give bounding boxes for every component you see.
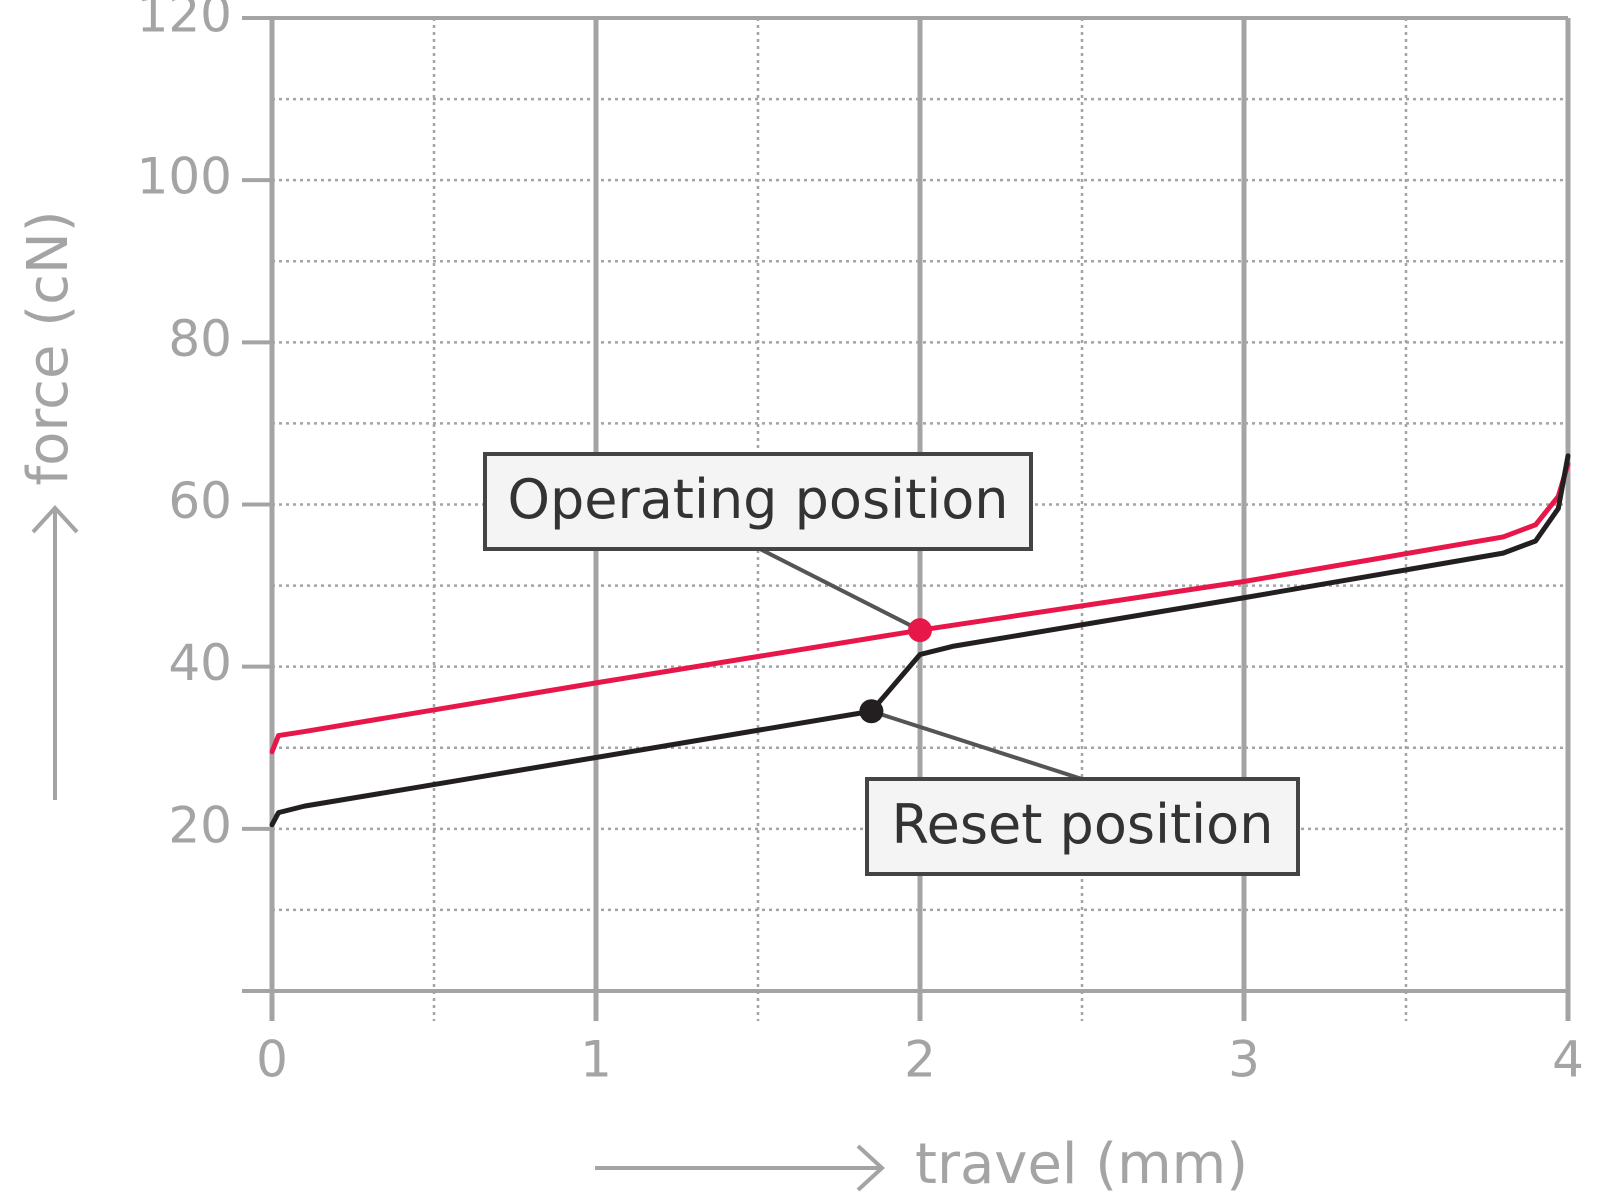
y-tick-label: 100: [137, 148, 232, 206]
y-tick-label: 120: [137, 0, 232, 44]
annotation-point: [859, 699, 884, 724]
leader-line: [759, 547, 921, 632]
line: [269, 461, 1571, 755]
x-tick-label: 3: [1228, 1031, 1260, 1089]
x-tick-label: 1: [580, 1031, 612, 1089]
x-tick-label: 2: [904, 1031, 936, 1089]
annotation-text: Operating position: [507, 468, 1008, 531]
annotation-box: [865, 777, 1300, 876]
annotation-point: [908, 618, 932, 643]
y-tick-label: 40: [168, 634, 232, 692]
y-axis-label: force (cN): [16, 210, 81, 485]
y-axis-arrow: [31, 505, 79, 800]
annotation-text: Reset position: [892, 793, 1274, 856]
y-tick-label: 20: [168, 796, 232, 854]
x-axis-arrow: [595, 1144, 885, 1192]
x-tick-label: 4: [1552, 1031, 1584, 1089]
line: [269, 453, 1571, 828]
y-tick-label: 60: [168, 472, 232, 530]
x-axis-label: travel (mm): [915, 1132, 1248, 1193]
y-tick-label: 80: [168, 310, 232, 368]
annotation-box: [483, 452, 1033, 551]
x-tick-label: 0: [256, 1031, 288, 1089]
leader-line: [870, 709, 1083, 781]
